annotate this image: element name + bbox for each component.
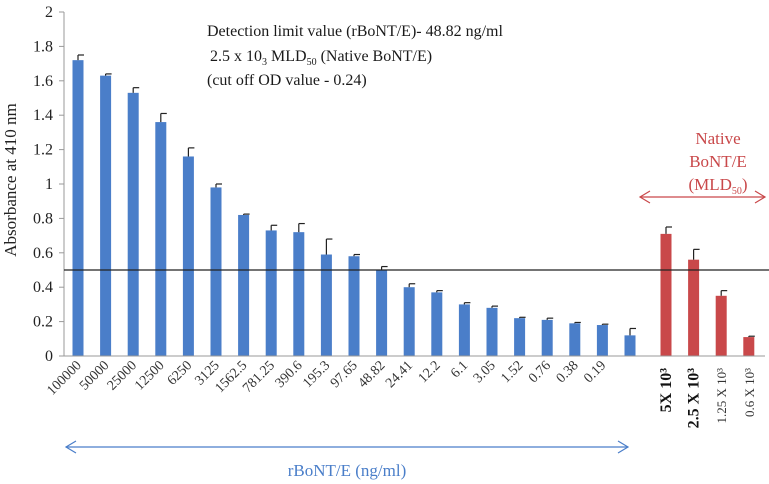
bar-rbont <box>293 232 305 356</box>
x-tick-label-rbont: 12.2 <box>416 358 444 386</box>
y-tick-label: 1.6 <box>33 73 53 90</box>
annotation-line-3: (cut off OD value - 0.24) <box>207 72 367 89</box>
bar-rbont <box>320 254 332 356</box>
x-ticks: 100000500002500012500625031251562.5781.2… <box>45 358 757 428</box>
x-tick-label-rbont: 6.1 <box>448 358 471 381</box>
y-tick-label: 0.4 <box>33 279 53 296</box>
y-tick-label: 0.8 <box>33 210 53 227</box>
bar-rbont <box>265 230 277 356</box>
bar-rbont <box>541 319 553 356</box>
bar-rbont <box>514 318 526 356</box>
y-tick-label: 0.2 <box>33 314 53 331</box>
bar-native <box>743 337 755 356</box>
y-tick-label: 1 <box>45 176 53 193</box>
x-tick-label-rbont: 25000 <box>105 358 140 393</box>
y-tick-label: 2 <box>45 4 53 21</box>
bar-rbont <box>596 325 608 356</box>
native-label-line-3-post: ) <box>742 175 748 194</box>
bar-rbont <box>72 60 84 356</box>
bar-rbont <box>238 214 250 356</box>
bar-rbont <box>403 287 415 356</box>
annotation-line-2-post: (Native BoNT/E) <box>317 48 433 65</box>
x-tick-label-native: 1.25 X 10³ <box>714 368 729 424</box>
native-label-line-3-pre: (MLD <box>688 175 731 194</box>
y-ticks: 0 0.2 0.4 0.6 0.8 1 1.2 1.4 1.6 1.8 2 <box>33 4 64 365</box>
bar-rbont <box>155 122 167 356</box>
x-tick-label-native: 0.6 X 10³ <box>742 368 757 417</box>
native-label-line-3-sub: 50 <box>732 186 742 197</box>
bar-native <box>660 233 672 356</box>
bar-rbont <box>458 304 470 356</box>
bar-native <box>715 295 727 356</box>
annotation-line-2-sub: 3 <box>262 57 267 68</box>
native-range-arrow <box>638 190 767 204</box>
rbont-range-arrow <box>64 440 630 454</box>
annotation-line-2-pre: 2.5 x 10 <box>210 48 262 65</box>
x-tick-label-rbont: 24.41 <box>383 358 416 391</box>
bar-rbont <box>376 270 388 356</box>
bar-rbont <box>486 307 498 356</box>
native-label-line-2: BoNT/E <box>689 152 747 171</box>
bars <box>72 60 755 356</box>
x-tick-label-rbont: 1.52 <box>498 358 526 386</box>
annotation-line-2-mid: MLD <box>267 48 307 65</box>
bar-rbont <box>100 75 112 356</box>
y-tick-label: 1.8 <box>33 38 53 55</box>
x-tick-label-rbont: 50000 <box>77 358 112 393</box>
x-tick-label-rbont: 195.3 <box>300 358 333 391</box>
x-tick-label-rbont: 390.6 <box>273 358 306 391</box>
x-tick-label-rbont: 781.25 <box>240 358 278 396</box>
y-axis-label: Absorbance at 410 nm <box>1 103 20 256</box>
y-tick-label: 0.6 <box>33 245 53 262</box>
x-tick-label-rbont: 97.65 <box>328 358 361 391</box>
bar-rbont <box>210 187 222 356</box>
x-tick-label-native: 5X 10³ <box>658 368 675 413</box>
rbont-bottom-label: rBoNT/E (ng/ml) <box>288 461 407 480</box>
bar-rbont <box>624 335 636 356</box>
annotation-line-2-sub2: 50 <box>307 57 317 68</box>
x-tick-label-rbont: 12500 <box>132 358 167 393</box>
x-tick-label-rbont: 0.38 <box>554 358 582 386</box>
bar-native <box>688 259 700 356</box>
bar-rbont <box>182 156 194 356</box>
annotation-line-2: 2.5 x 103 MLD50 (Native BoNT/E) <box>210 48 432 68</box>
x-tick-label-native: 2.5 X 10³ <box>686 368 703 429</box>
x-tick-label-rbont: 48.82 <box>356 358 389 391</box>
x-tick-label-rbont: 0.76 <box>526 358 554 386</box>
y-tick-label: 1.4 <box>33 107 53 124</box>
y-tick-label: 1.2 <box>33 142 53 159</box>
bar-rbont <box>348 256 360 356</box>
bar-rbont <box>431 292 443 356</box>
x-tick-label-rbont: 6250 <box>165 358 195 388</box>
native-label-line-1: Native <box>695 129 740 148</box>
x-tick-label-rbont: 3.05 <box>471 358 499 386</box>
bar-rbont <box>127 92 139 356</box>
bar-rbont <box>569 323 581 356</box>
y-tick-label: 0 <box>45 348 53 365</box>
x-tick-label-rbont: 0.19 <box>581 358 609 386</box>
annotation-line-1: Detection limit value (rBoNT/E)- 48.82 n… <box>207 23 503 40</box>
error-bars <box>77 54 755 338</box>
native-label-line-3: (MLD50) <box>688 175 747 197</box>
